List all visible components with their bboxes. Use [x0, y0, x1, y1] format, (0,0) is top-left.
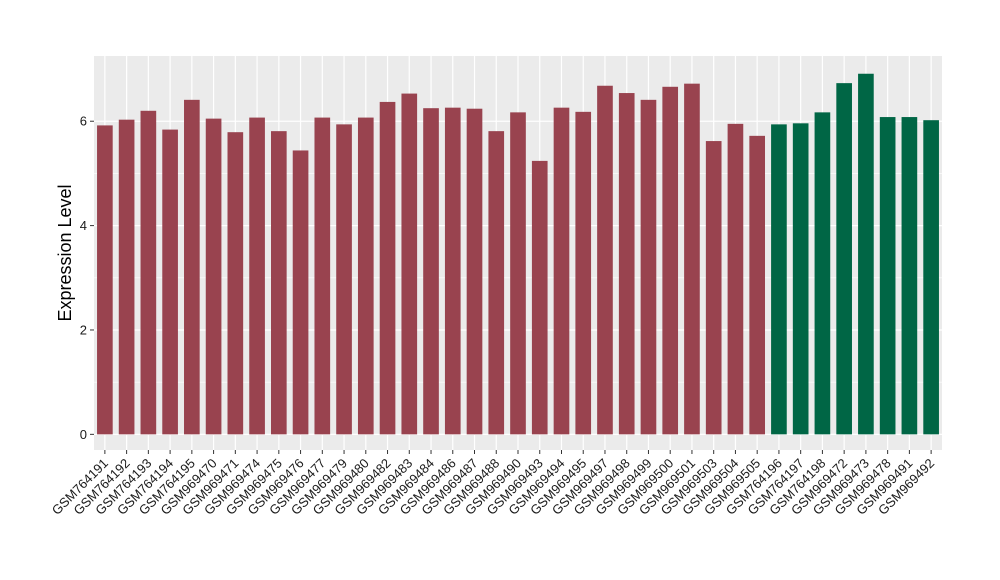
bars [97, 73, 939, 435]
bar-GSM969503 [705, 141, 722, 435]
bar-GSM969477 [314, 117, 331, 435]
y-tick-label: 6 [80, 114, 87, 129]
bar-GSM764198 [814, 112, 831, 435]
bar-GSM969470 [205, 118, 222, 435]
bar-GSM969500 [662, 86, 679, 435]
y-tick-label: 2 [80, 322, 87, 337]
bar-GSM969490 [510, 112, 526, 435]
bar-GSM969495 [575, 111, 592, 435]
bar-GSM969493 [531, 160, 548, 435]
bar-GSM969475 [270, 131, 287, 435]
bar-GSM969497 [597, 85, 613, 435]
x-axis: GSM764191GSM764192GSM764193GSM764194GSM7… [49, 450, 937, 518]
bar-GSM764195 [184, 99, 200, 435]
bar-GSM969499 [640, 99, 657, 435]
bar-GSM969476 [292, 150, 309, 435]
bar-GSM969480 [357, 117, 374, 435]
bar-GSM764191 [97, 125, 113, 435]
bar-GSM969473 [858, 73, 874, 435]
y-tick-label: 0 [80, 427, 87, 442]
y-axis-title: Expression Level [55, 184, 75, 321]
y-tick-label: 4 [80, 218, 87, 233]
bar-GSM969498 [618, 93, 635, 435]
bar-GSM764193 [140, 110, 157, 435]
bar-GSM969486 [444, 107, 461, 435]
bar-GSM969471 [227, 132, 244, 435]
bar-GSM969494 [553, 107, 570, 435]
bar-GSM969505 [749, 135, 766, 435]
bar-GSM969491 [901, 117, 918, 435]
bar-GSM969492 [923, 120, 939, 435]
bar-GSM969484 [423, 108, 439, 435]
bar-GSM764196 [771, 124, 787, 435]
bar-GSM969478 [879, 117, 896, 435]
bar-GSM969474 [249, 117, 265, 435]
y-axis: 0 2 4 6 [80, 114, 94, 442]
bar-GSM764194 [162, 129, 178, 435]
bar-GSM764197 [792, 123, 809, 435]
bar-GSM969483 [401, 93, 418, 435]
bar-GSM969487 [466, 108, 483, 435]
bar-GSM969482 [379, 101, 396, 435]
bar-GSM969488 [488, 131, 505, 435]
bar-GSM969479 [336, 124, 352, 435]
bar-GSM969501 [684, 83, 700, 435]
bar-GSM764192 [118, 119, 135, 435]
bar-GSM969472 [836, 83, 852, 435]
bar-GSM969504 [727, 123, 744, 435]
